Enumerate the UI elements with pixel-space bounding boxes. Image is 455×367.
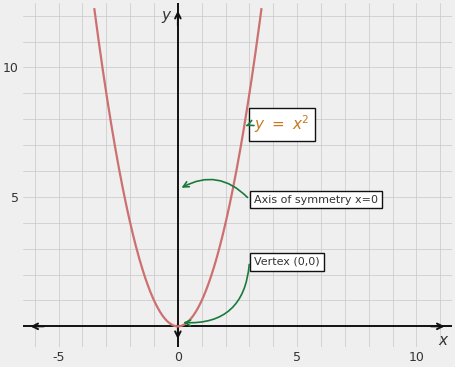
Text: y: y — [162, 8, 171, 23]
Text: $y \ = \ x^2$: $y \ = \ x^2$ — [254, 114, 310, 135]
Text: Axis of symmetry x=0: Axis of symmetry x=0 — [254, 195, 378, 204]
Text: Vertex (0,0): Vertex (0,0) — [254, 257, 320, 267]
Text: x: x — [438, 333, 447, 348]
